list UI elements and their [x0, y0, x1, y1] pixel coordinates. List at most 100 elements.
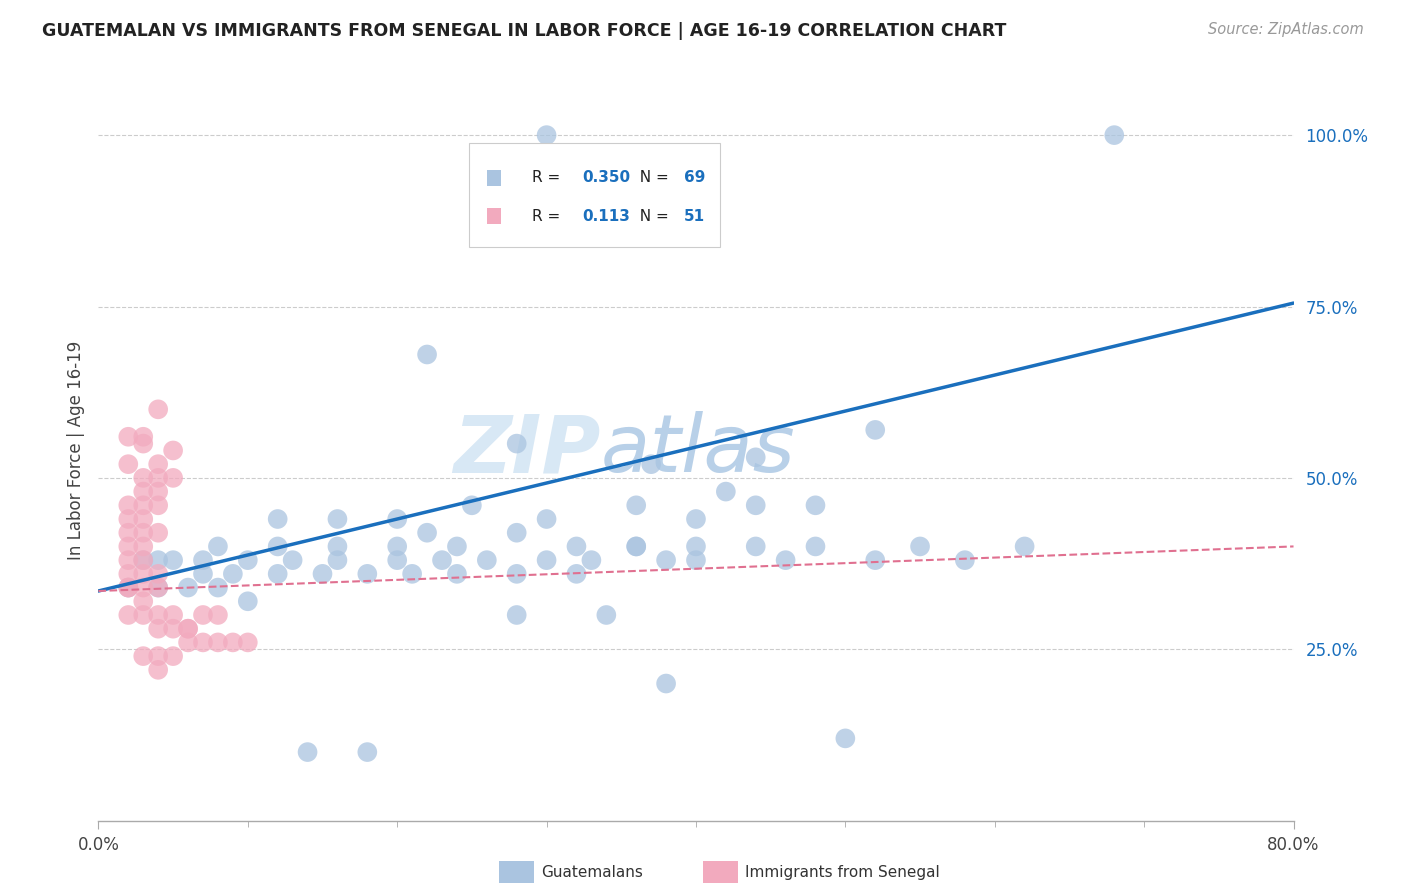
- Point: [536, 128, 558, 142]
- Point: [191, 607, 214, 622]
- Point: [117, 457, 139, 471]
- Point: [416, 347, 439, 361]
- Point: [834, 731, 856, 746]
- Point: [326, 540, 349, 554]
- Y-axis label: In Labor Force | Age 16-19: In Labor Force | Age 16-19: [66, 341, 84, 560]
- Point: [148, 663, 170, 677]
- Point: [132, 471, 155, 485]
- Point: [132, 566, 155, 581]
- Point: [132, 553, 155, 567]
- Point: [148, 471, 170, 485]
- Point: [132, 512, 155, 526]
- Point: [236, 553, 259, 567]
- Point: [117, 581, 139, 595]
- Point: [297, 745, 319, 759]
- Point: [148, 581, 170, 595]
- Point: [148, 525, 170, 540]
- Point: [222, 566, 245, 581]
- Point: [475, 553, 498, 567]
- Point: [236, 635, 259, 649]
- Point: [177, 581, 200, 595]
- Point: [461, 498, 484, 512]
- Text: Guatemalans: Guatemalans: [541, 865, 643, 880]
- Point: [132, 430, 155, 444]
- Text: Source: ZipAtlas.com: Source: ZipAtlas.com: [1208, 22, 1364, 37]
- Point: [626, 540, 648, 554]
- Point: [132, 607, 155, 622]
- Point: [430, 553, 453, 567]
- Point: [506, 525, 529, 540]
- Text: R =: R =: [533, 209, 565, 224]
- Point: [191, 553, 214, 567]
- Point: [148, 484, 170, 499]
- Point: [626, 540, 648, 554]
- Text: atlas: atlas: [600, 411, 796, 490]
- Point: [117, 566, 139, 581]
- Point: [132, 436, 155, 450]
- Point: [685, 540, 707, 554]
- Point: [385, 540, 409, 554]
- Point: [401, 566, 423, 581]
- Point: [162, 607, 184, 622]
- Point: [311, 566, 333, 581]
- Point: [267, 540, 290, 554]
- Point: [132, 553, 155, 567]
- Point: [506, 566, 529, 581]
- Point: [1104, 128, 1126, 142]
- Point: [745, 498, 768, 512]
- Text: R =: R =: [533, 170, 565, 186]
- Point: [655, 553, 678, 567]
- Point: [177, 622, 200, 636]
- Point: [865, 423, 887, 437]
- Point: [117, 430, 139, 444]
- Point: [148, 402, 170, 417]
- Point: [865, 553, 887, 567]
- Bar: [486, 169, 502, 186]
- Point: [685, 553, 707, 567]
- Point: [132, 649, 155, 664]
- Point: [1014, 540, 1036, 554]
- Text: ZIP: ZIP: [453, 411, 600, 490]
- Point: [267, 566, 290, 581]
- Point: [804, 498, 827, 512]
- Text: GUATEMALAN VS IMMIGRANTS FROM SENEGAL IN LABOR FORCE | AGE 16-19 CORRELATION CHA: GUATEMALAN VS IMMIGRANTS FROM SENEGAL IN…: [42, 22, 1007, 40]
- Point: [356, 745, 378, 759]
- Point: [117, 581, 139, 595]
- Point: [655, 676, 678, 690]
- Point: [565, 566, 588, 581]
- Point: [953, 553, 976, 567]
- Point: [446, 540, 468, 554]
- Point: [117, 525, 139, 540]
- Point: [207, 581, 229, 595]
- Point: [177, 635, 200, 649]
- Point: [281, 553, 304, 567]
- Point: [162, 471, 184, 485]
- Point: [536, 512, 558, 526]
- Point: [162, 649, 184, 664]
- Text: Immigrants from Senegal: Immigrants from Senegal: [745, 865, 941, 880]
- Point: [117, 512, 139, 526]
- Point: [506, 607, 529, 622]
- Point: [385, 512, 409, 526]
- Text: 0.113: 0.113: [582, 209, 630, 224]
- Point: [207, 540, 229, 554]
- Point: [446, 566, 468, 581]
- Point: [117, 498, 139, 512]
- Point: [536, 553, 558, 567]
- Point: [236, 594, 259, 608]
- Bar: [486, 208, 502, 225]
- Point: [117, 581, 139, 595]
- Point: [148, 553, 170, 567]
- Text: 51: 51: [685, 209, 706, 224]
- Point: [162, 622, 184, 636]
- Point: [565, 540, 588, 554]
- Point: [804, 540, 827, 554]
- Point: [191, 566, 214, 581]
- Point: [117, 553, 139, 567]
- FancyBboxPatch shape: [470, 144, 720, 247]
- Point: [908, 540, 931, 554]
- Text: N =: N =: [630, 170, 673, 186]
- Point: [416, 525, 439, 540]
- Point: [745, 540, 768, 554]
- Point: [162, 553, 184, 567]
